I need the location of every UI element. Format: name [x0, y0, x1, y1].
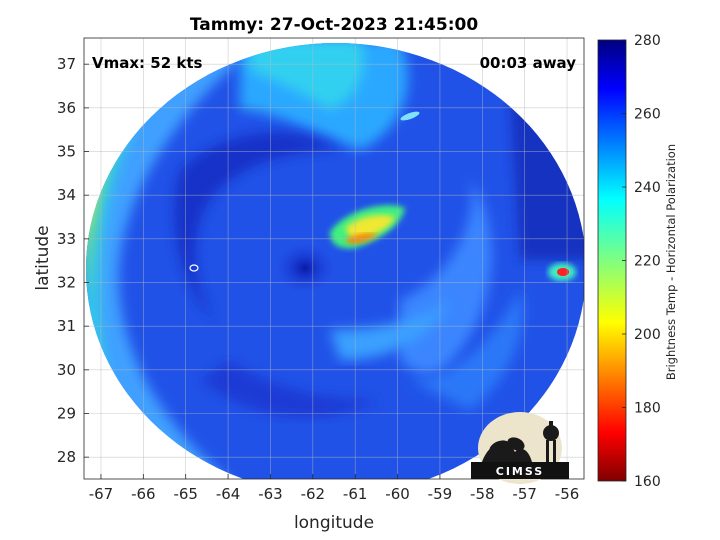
y-tick-label: 33	[57, 230, 76, 248]
y-tick-label: 29	[57, 405, 76, 423]
y-tick-label: 32	[57, 274, 76, 292]
x-axis: -67 -66 -65 -64 -63 -62 -61 -60 -59 -58 -57 -56	[89, 474, 580, 503]
x-tick-label: -58	[470, 485, 495, 503]
colorbar-tick-label: 160	[634, 474, 661, 490]
y-tick-label: 34	[57, 186, 76, 204]
x-tick-label: -57	[512, 485, 537, 503]
y-tick-label: 37	[57, 55, 76, 73]
x-tick-label: -63	[258, 485, 283, 503]
y-tick-label: 35	[57, 143, 76, 161]
colorbar-tick-label: 180	[634, 401, 661, 417]
cimss-logo: CIMSS	[471, 412, 569, 484]
vmax-annotation: Vmax: 52 kts	[92, 54, 202, 72]
x-tick-label: -61	[343, 485, 368, 503]
colorbar: 160 180 200 220 240 260 280 Brightness Temp - …	[597, 33, 678, 490]
x-tick-label: -59	[428, 485, 453, 503]
x-tick-label: -60	[385, 485, 410, 503]
y-tick-label: 30	[57, 361, 76, 379]
y-tick-label: 36	[57, 99, 76, 117]
y-tick-label: 28	[57, 448, 76, 466]
colorbar-tick-label: 200	[634, 327, 661, 343]
colorbar-label: Brightness Temp - Horizontal Polarizatio…	[664, 144, 678, 380]
x-tick-label: -67	[89, 485, 114, 503]
y-axis: 28 29 30 31 32 33 34 35 36 37	[57, 55, 89, 466]
gridlines	[84, 38, 584, 479]
colorbar-tick-label: 240	[634, 180, 661, 196]
colorbar-tick-label: 280	[634, 33, 661, 49]
colorbar-tick-label: 220	[634, 254, 661, 270]
x-tick-label: -65	[173, 485, 198, 503]
x-tick-label: -66	[131, 485, 156, 503]
y-tick-label: 31	[57, 317, 76, 335]
x-tick-label: -62	[301, 485, 326, 503]
x-tick-label: -56	[555, 485, 580, 503]
plot-frame	[83, 37, 585, 480]
x-tick-label: -64	[216, 485, 241, 503]
colorbar-tick-label: 260	[634, 107, 661, 123]
svg-text:CIMSS: CIMSS	[496, 465, 544, 478]
time-away-annotation: 00:03 away	[480, 54, 577, 72]
x-axis-label: longitude	[294, 513, 374, 533]
y-axis-label: latitude	[33, 225, 53, 290]
chart-title: Tammy: 27-Oct-2023 21:45:00	[190, 15, 478, 35]
